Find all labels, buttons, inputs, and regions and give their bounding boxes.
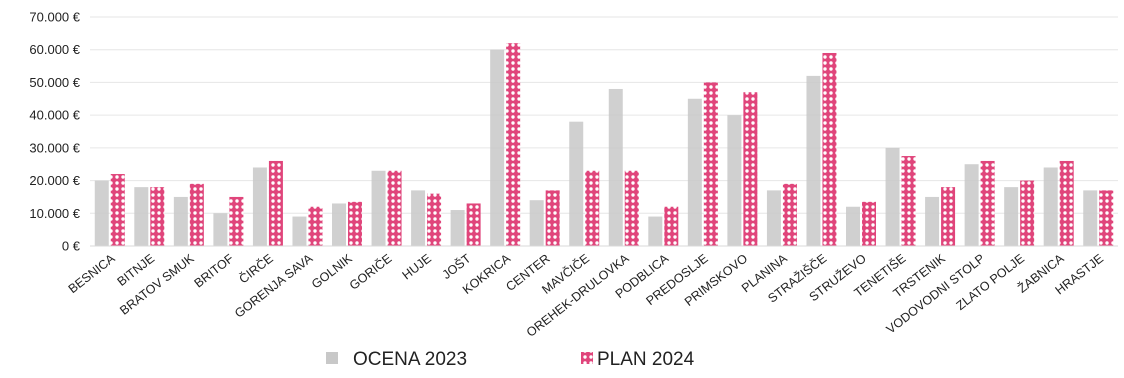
y-axis-tick-labels: 0 € 10.000 € 20.000 € 30.000 € 40.000 € 50.00… [29,10,80,254]
bar-ocena-2023-primskovo [727,115,742,247]
bar-ocena-2023-predoslje [687,98,702,247]
bar-plan-2024-kokrica [506,43,521,246]
bar-ocena-2023-huje [411,190,426,246]
y-tick-label: 70.000 € [29,10,80,25]
y-tick-label: 10.000 € [29,206,80,221]
bar-ocena-2023-kokrica [490,49,505,246]
bar-plan-2024-orehek-drulovka [624,170,639,246]
y-tick-label: 50.000 € [29,75,80,90]
bar-plan-2024-ir-e [268,160,283,246]
bar-plan-2024-planina [782,183,797,246]
bar-plan-2024-teneti-e [901,156,916,246]
y-tick-label: 60.000 € [29,42,80,57]
bar-ocena-2023-bratov-smuk [173,196,188,246]
y-tick-label: 20.000 € [29,173,80,188]
bar-ocena-2023-zlato-polje [1004,187,1019,246]
bar-plan-2024-gorenja-sava [308,206,323,246]
bar-plan-2024-abnica [1059,160,1074,246]
bar-ocena-2023-jo-t [450,210,465,246]
bar-plan-2024-gori-e [387,170,402,246]
bar-ocena-2023-britof [213,213,228,246]
legend: OCENA 2023 PLAN 2024 [326,349,695,370]
bar-ocena-2023-orehek-drulovka [608,88,623,246]
bar-ocena-2023-golnik [332,203,346,246]
legend-swatch-ocena-2023 [326,352,338,364]
bar-plan-2024-besnica [110,174,125,246]
bar-ocena-2023-besnica [94,180,109,246]
bar-ocena-2023-mav-i-e [569,121,584,246]
x-category-label: BRITOF [192,251,237,290]
y-tick-label: 40.000 € [29,108,80,123]
bar-plan-2024-britof [229,196,244,246]
x-category-label: JOŠT [439,250,474,282]
y-tick-label: 30.000 € [29,140,80,155]
bar-plan-2024-hrastje [1099,190,1114,246]
bar-ocena-2023-stru-evo [846,206,860,246]
x-category-label: GORIČE [346,251,394,293]
bar-plan-2024-golnik [348,201,362,246]
bar-ocena-2023-center [529,200,544,246]
bar-plan-2024-podblica [664,206,679,246]
bar-ocena-2023-vodovodni-stolp [964,164,979,246]
y-tick-label: 0 € [62,239,81,254]
bar-ocena-2023-stra-i-e [806,75,821,246]
bar-plan-2024-huje [427,193,442,246]
bar-plan-2024-bratov-smuk [189,183,204,246]
x-category-label: BESNICA [66,251,118,296]
bar-plan-2024-center [545,190,560,246]
bar-ocena-2023-teneti-e [885,147,900,246]
bar-ocena-2023-abnica [1043,167,1058,246]
bar-plan-2024-mav-i-e [585,170,600,246]
bar-ocena-2023-gori-e [371,170,386,246]
bar-series [94,43,1114,247]
x-category-label: HUJE [400,251,434,282]
bar-ocena-2023-bitnje [134,187,149,246]
bar-ocena-2023-hrastje [1083,190,1098,246]
bar-ocena-2023-gorenja-sava [292,216,307,246]
bar-plan-2024-trstenik [941,187,956,246]
bar-plan-2024-bitnje [150,187,165,246]
x-category-label: BRATOV SMUK [117,251,197,318]
legend-swatch-plan-2024 [581,352,593,364]
bar-ocena-2023-trstenik [925,196,940,246]
bar-ocena-2023-podblica [648,216,663,246]
bar-plan-2024-vodovodni-stolp [980,160,995,246]
bar-ocena-2023-ir-e [252,167,267,246]
legend-label-ocena-2023: OCENA 2023 [353,349,467,370]
legend-label-plan-2024: PLAN 2024 [597,349,695,370]
x-category-label: GOLNIK [309,251,355,292]
bar-ocena-2023-planina [766,190,781,246]
x-category-label: ZLATO POLJE [954,251,1027,313]
bar-plan-2024-predoslje [703,82,718,246]
bar-plan-2024-stru-evo [862,201,876,246]
bar-plan-2024-jo-t [466,203,481,246]
bar-plan-2024-stra-i-e [822,52,837,246]
bar-plan-2024-zlato-polje [1020,180,1035,246]
gridlines [90,16,1118,214]
bar-plan-2024-primskovo [743,92,758,246]
